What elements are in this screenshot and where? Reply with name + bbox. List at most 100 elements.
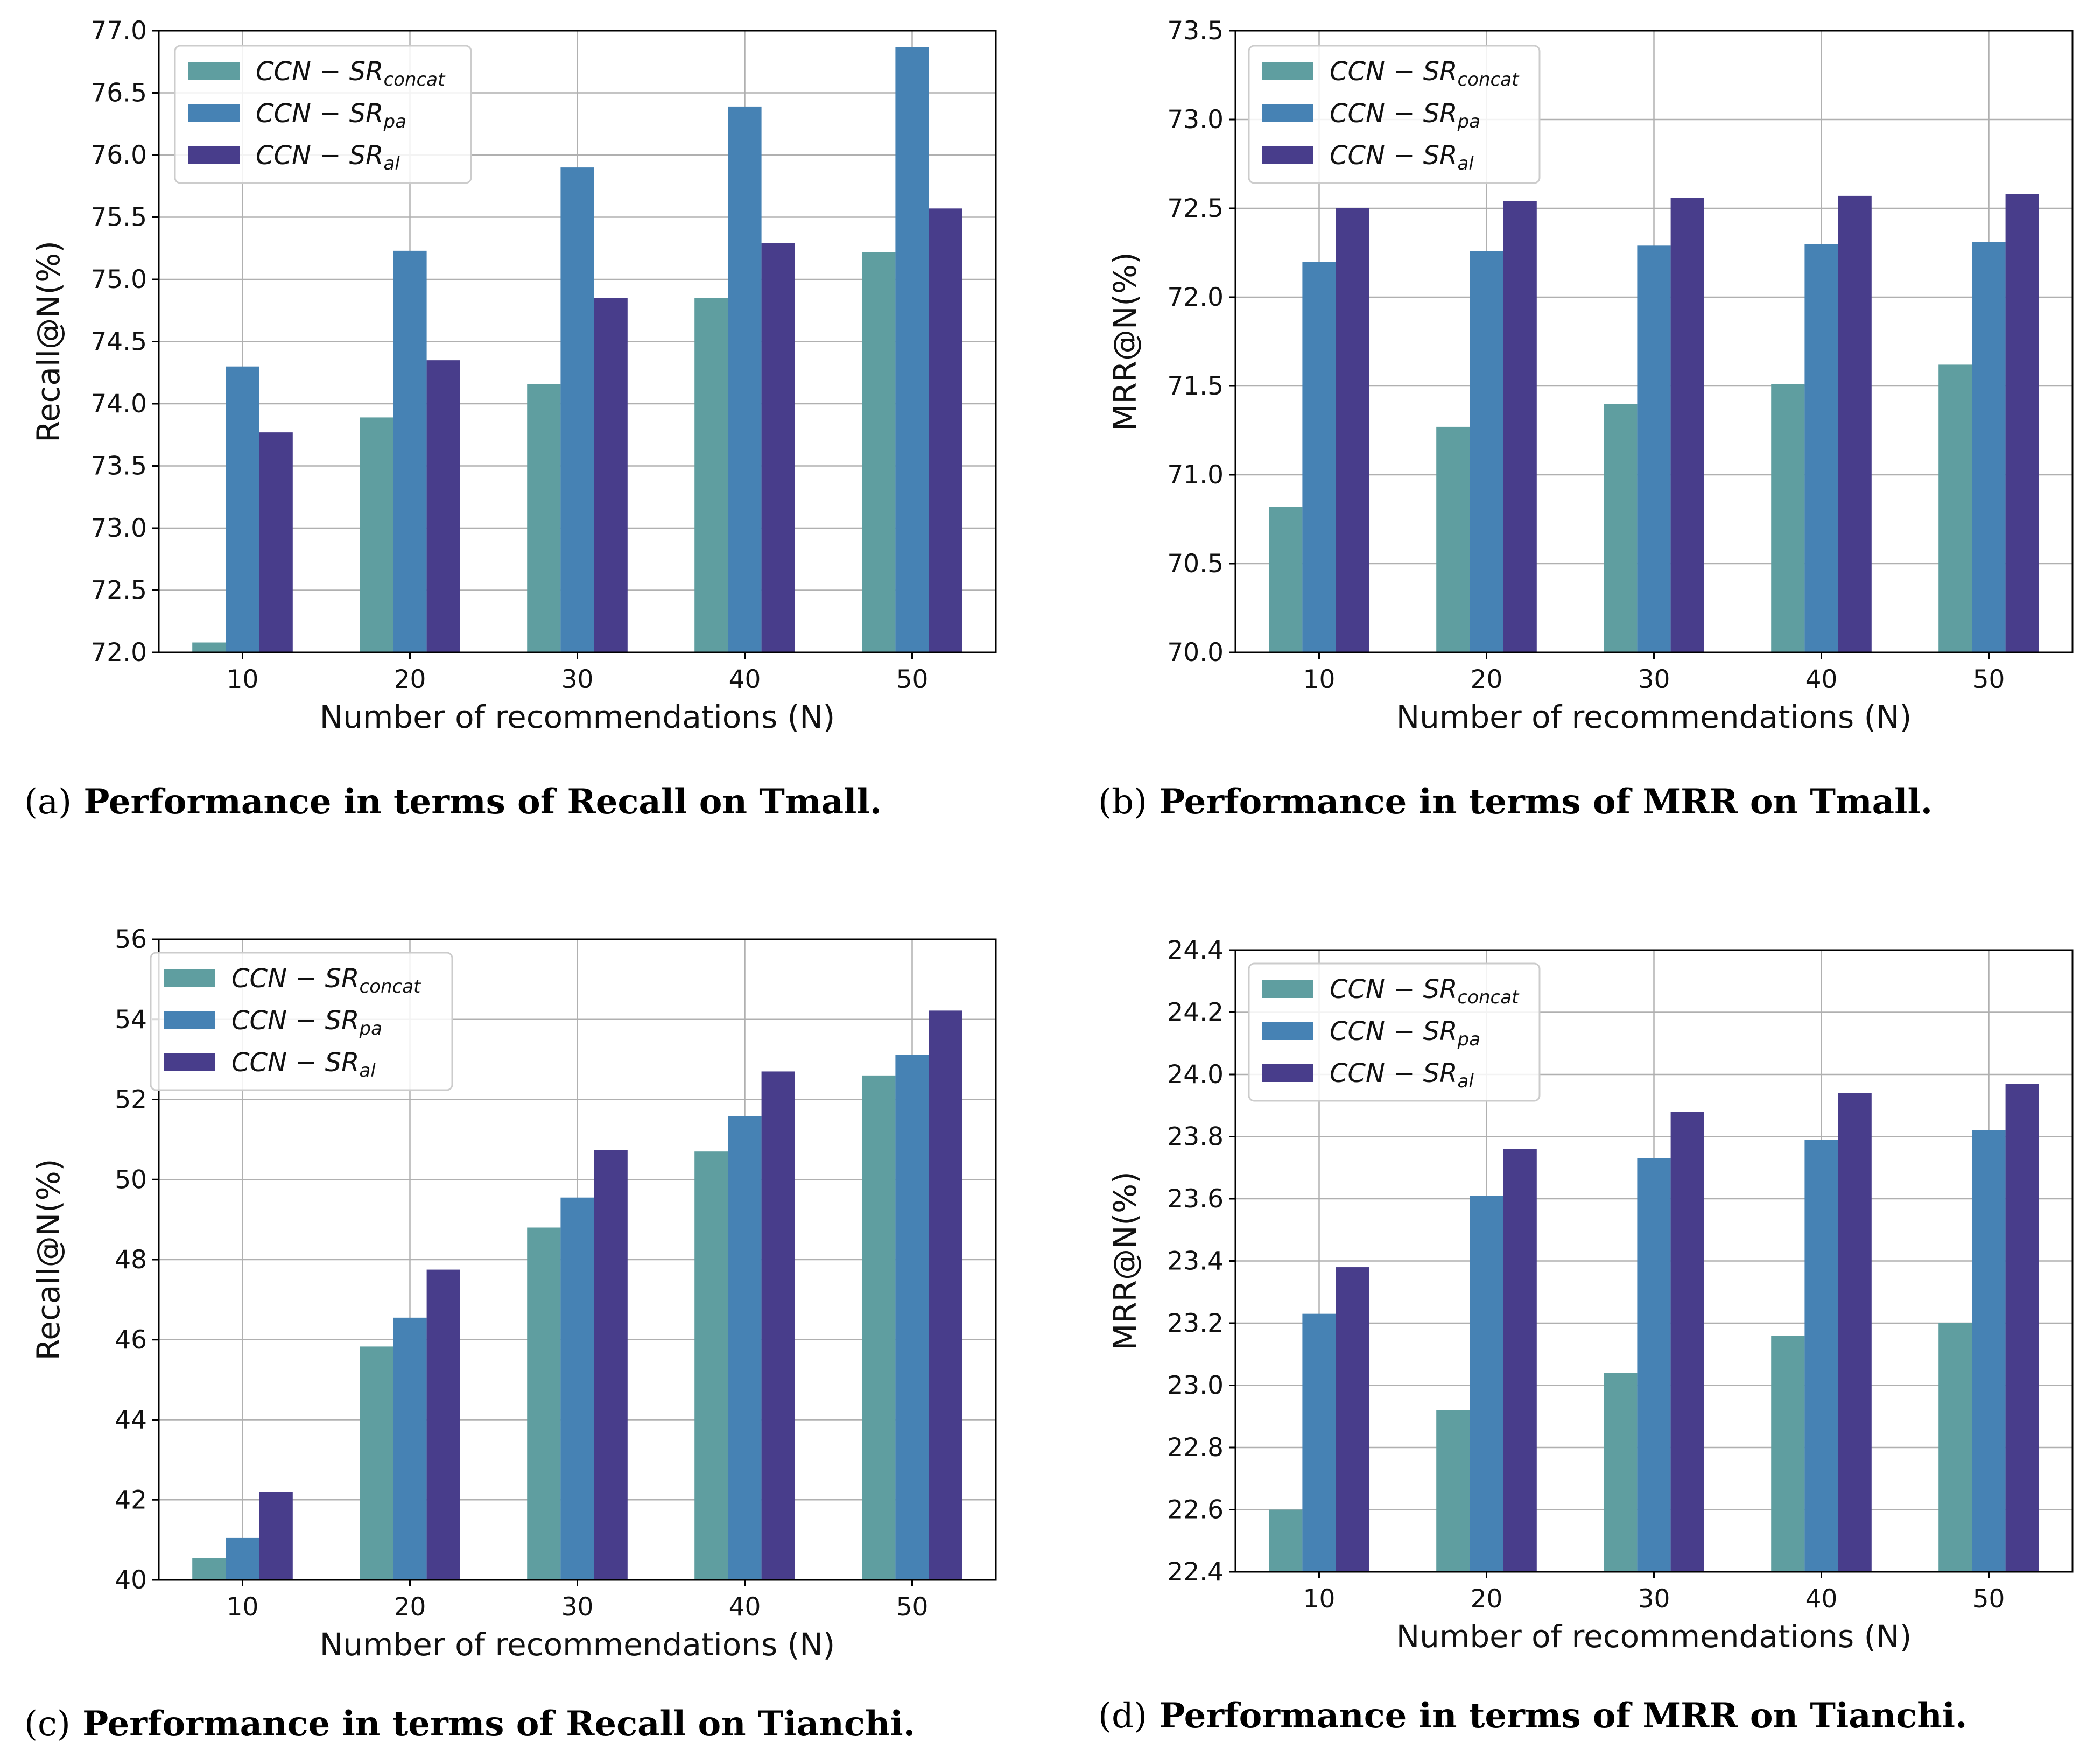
legend-label-base: CCN − SR — [256, 140, 384, 171]
bar-al-10 — [259, 432, 293, 652]
legend-label-base: CCN − SR — [1330, 140, 1458, 171]
bar-concat-10 — [192, 642, 226, 652]
caption-b-label: (b) — [1098, 782, 1147, 822]
bar-pa-40 — [728, 1116, 762, 1580]
bar-al-40 — [761, 1071, 795, 1580]
legend-label-base: CCN − SR — [1330, 974, 1458, 1004]
bar-al-20 — [426, 1269, 460, 1580]
caption-d-text: Performance in terms of MRR on Tianchi. — [1159, 1696, 1967, 1736]
bar-concat-50 — [862, 1075, 896, 1580]
bar-al-20 — [1503, 201, 1537, 652]
bar-al-10 — [1336, 1267, 1369, 1572]
y-tick-label: 77.0 — [90, 16, 147, 46]
x-tick-label: 20 — [1471, 1584, 1503, 1614]
bar-concat-20 — [1436, 1410, 1470, 1572]
bar-al-20 — [1503, 1149, 1537, 1572]
legend-label-pa: CCN − SRpa — [1330, 99, 1480, 132]
legend-swatch-concat — [1262, 62, 1313, 80]
bar-al-20 — [426, 360, 460, 652]
x-tick-label: 30 — [561, 665, 594, 694]
x-tick-label: 10 — [1303, 665, 1336, 694]
x-tick-label: 10 — [227, 665, 259, 694]
legend-label-subscript: al — [1458, 1071, 1474, 1092]
caption-b: (b) Performance in terms of MRR on Tmall… — [1098, 782, 1933, 822]
y-tick-label: 72.0 — [1167, 283, 1224, 312]
bar-pa-50 — [895, 1055, 929, 1580]
legend-label-subscript: al — [1458, 153, 1474, 174]
y-tick-label: 72.5 — [90, 576, 147, 606]
bar-pa-30 — [560, 167, 594, 653]
legend-label-concat: CCN − SRconcat — [231, 964, 421, 997]
y-tick-label: 23.2 — [1167, 1309, 1224, 1338]
x-tick-label: 20 — [394, 1592, 426, 1622]
bar-concat-30 — [1604, 1373, 1638, 1572]
legend-swatch-pa — [1262, 1022, 1313, 1040]
bar-concat-50 — [862, 252, 896, 652]
legend-label-pa: CCN − SRpa — [1330, 1016, 1480, 1050]
bar-pa-10 — [1302, 1313, 1336, 1572]
legend-swatch-pa — [188, 104, 240, 122]
legend-label-subscript: pa — [1457, 111, 1480, 132]
legend-label-pa: CCN − SRpa — [231, 1006, 382, 1039]
legend-swatch-al — [164, 1053, 215, 1071]
x-axis-label: Number of recommendations (N) — [320, 699, 835, 735]
legend-label-al: CCN − SRal — [1330, 1058, 1474, 1092]
y-tick-label: 73.5 — [90, 452, 147, 481]
x-tick-label: 10 — [227, 1592, 259, 1622]
legend-swatch-pa — [1262, 104, 1313, 122]
x-tick-label: 20 — [1471, 665, 1503, 694]
bar-concat-20 — [360, 1346, 393, 1580]
caption-a: (a) Performance in terms of Recall on Tm… — [24, 782, 882, 822]
caption-a-text: Performance in terms of Recall on Tmall. — [83, 782, 882, 822]
legend-label-subscript: pa — [383, 111, 406, 132]
y-axis-label: Recall@N(%) — [30, 1159, 67, 1361]
y-tick-label: 52 — [115, 1085, 147, 1115]
legend-swatch-concat — [164, 969, 215, 987]
caption-b-text: Performance in terms of MRR on Tmall. — [1159, 782, 1933, 822]
bar-concat-10 — [192, 1558, 226, 1580]
y-tick-label: 22.4 — [1167, 1557, 1224, 1587]
caption-c: (c) Performance in terms of Recall on Ti… — [24, 1704, 915, 1744]
bar-al-30 — [1670, 198, 1704, 652]
x-tick-label: 30 — [1638, 665, 1670, 694]
x-tick-label: 50 — [1973, 1584, 2005, 1614]
legend-label-al: CCN − SRal — [1330, 140, 1474, 174]
bar-al-30 — [1670, 1112, 1704, 1572]
y-tick-label: 74.0 — [90, 389, 147, 419]
bar-pa-50 — [895, 47, 929, 652]
bar-concat-20 — [360, 417, 393, 652]
x-tick-label: 30 — [561, 1592, 594, 1622]
bar-al-10 — [259, 1492, 293, 1580]
bar-concat-20 — [1436, 426, 1470, 652]
caption-c-text: Performance in terms of Recall on Tianch… — [82, 1704, 915, 1744]
y-tick-label: 74.5 — [90, 327, 147, 357]
y-tick-label: 24.2 — [1167, 998, 1224, 1028]
bar-al-10 — [1336, 208, 1369, 652]
bar-al-50 — [2005, 1084, 2039, 1572]
y-axis-label: Recall@N(%) — [30, 241, 67, 442]
bar-pa-40 — [728, 106, 762, 652]
legend-box — [1248, 962, 1541, 1102]
bar-pa-20 — [393, 250, 427, 652]
legend-label-concat: CCN − SRconcat — [256, 57, 446, 90]
bar-pa-30 — [1637, 245, 1671, 652]
legend-label-base: CCN − SR — [231, 1048, 360, 1078]
bar-al-30 — [594, 1150, 628, 1580]
legend-label-base: CCN − SR — [1330, 1058, 1458, 1088]
bar-pa-30 — [1637, 1158, 1671, 1572]
legend-label-subscript: pa — [359, 1018, 382, 1039]
y-tick-label: 72.0 — [90, 638, 147, 667]
legend-label-subscript: concat — [1458, 987, 1520, 1008]
x-tick-label: 20 — [394, 665, 426, 694]
y-tick-label: 24.4 — [1167, 936, 1224, 965]
y-tick-label: 70.0 — [1167, 638, 1224, 667]
legend-label-base: CCN − SR — [1330, 57, 1458, 87]
bar-concat-10 — [1269, 507, 1303, 652]
y-tick-label: 24.0 — [1167, 1060, 1224, 1090]
bar-concat-50 — [1938, 1323, 1972, 1572]
legend-swatch-concat — [188, 62, 240, 80]
y-tick-label: 44 — [115, 1405, 147, 1435]
caption-c-label: (c) — [24, 1704, 71, 1744]
bar-concat-30 — [1604, 404, 1638, 652]
